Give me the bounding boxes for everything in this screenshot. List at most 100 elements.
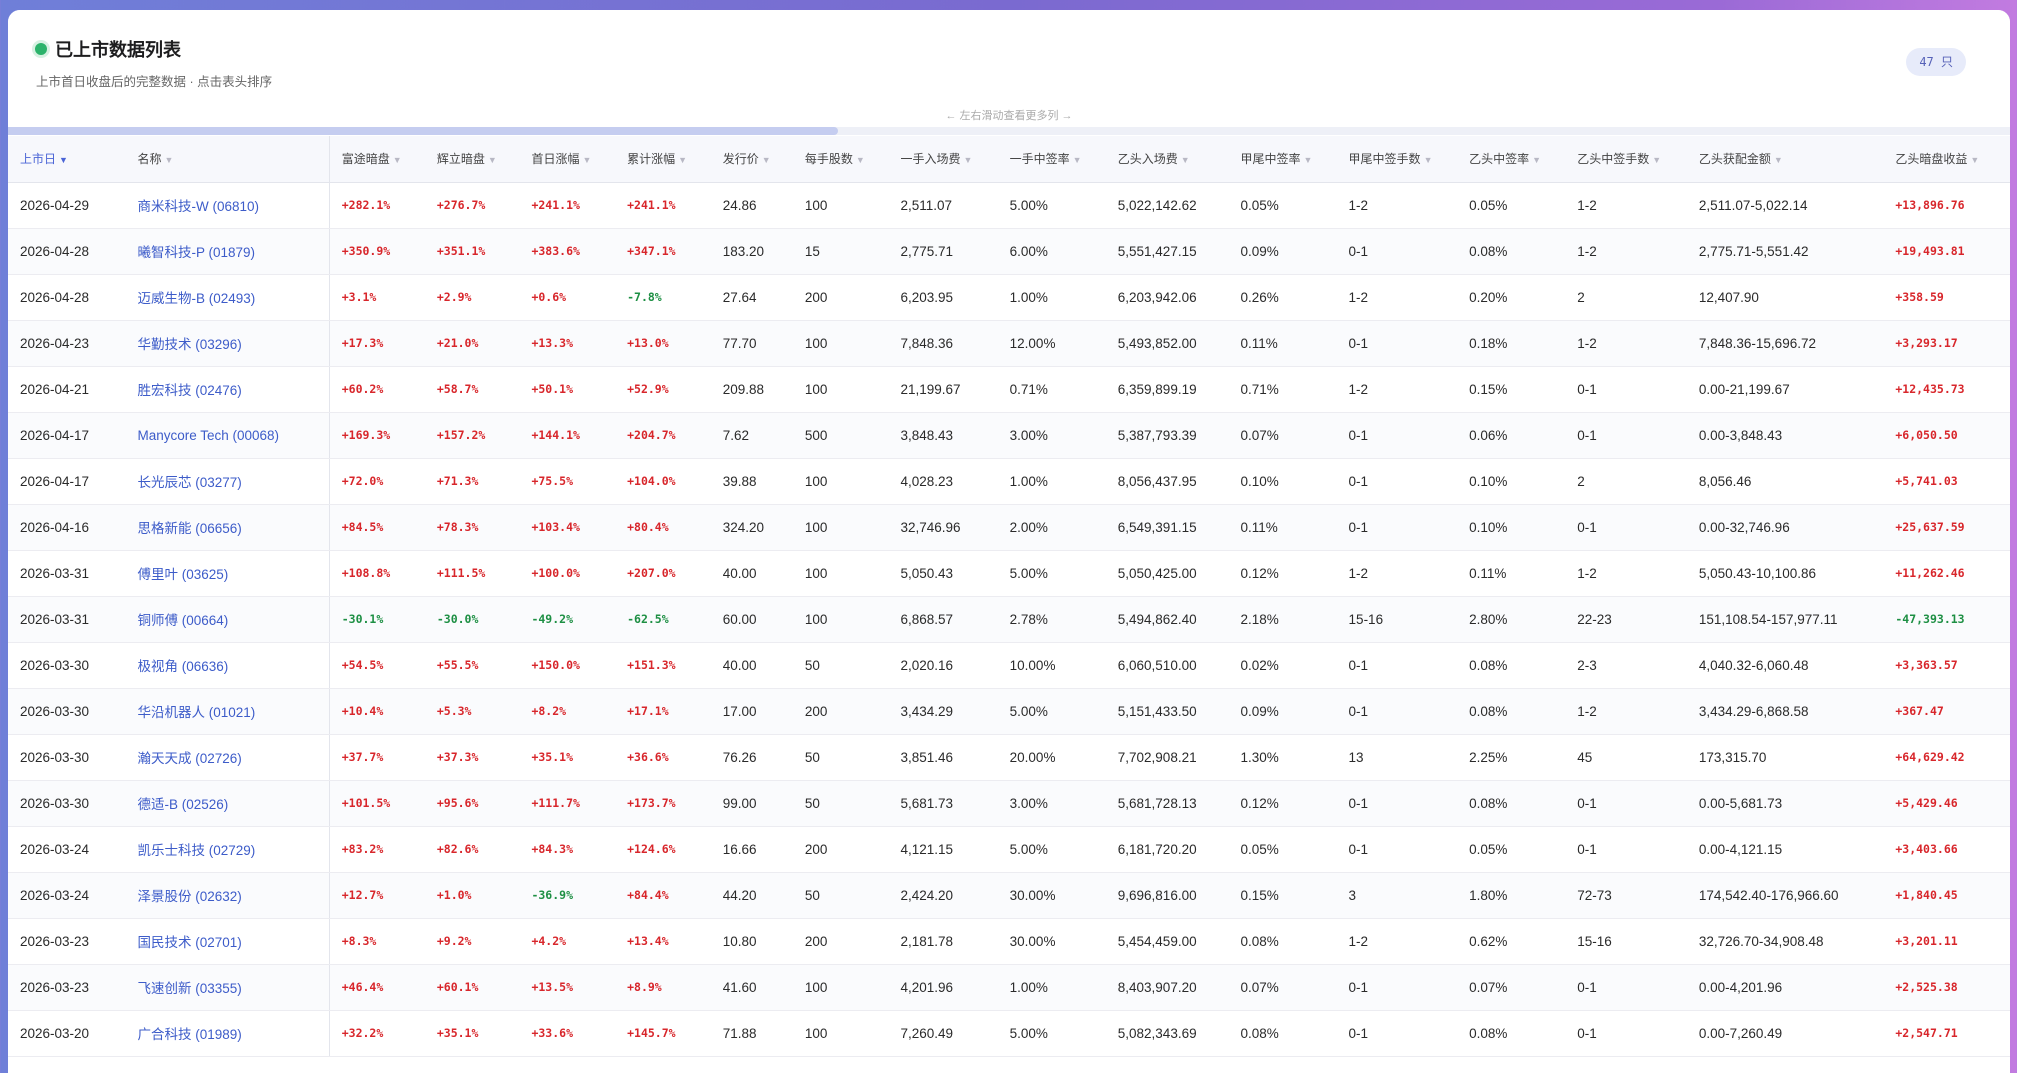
- table-cell: +6,085.0: [2003, 458, 2010, 505]
- column-header-15[interactable]: 乙头获配金额 ▼: [1686, 136, 1884, 183]
- stock-name-link[interactable]: 国民技术 (02701): [125, 918, 330, 965]
- table-row[interactable]: 2026-03-24 泽景股份 (02632) +12.7% +1.0% -36.9% +…: [8, 872, 2010, 919]
- column-header-12[interactable]: 甲尾中签手数 ▼: [1336, 136, 1458, 183]
- table-row[interactable]: 2026-03-24 凯乐士科技 (02729) +83.2% +82.6% +84.3…: [8, 826, 2010, 873]
- table-row[interactable]: 2026-03-20 广合科技 (01989) +32.2% +35.1% +33.6%…: [8, 1010, 2010, 1057]
- table-cell: +241.1%: [615, 182, 711, 229]
- column-header-2[interactable]: 富途暗盘 ▼: [329, 136, 425, 183]
- column-header-11[interactable]: 甲尾中签率 ▼: [1228, 136, 1337, 183]
- stock-name-link[interactable]: 商米科技-W (06810): [125, 182, 330, 229]
- column-header-10[interactable]: 乙头入场费 ▼: [1105, 136, 1229, 183]
- stock-name-link[interactable]: 广合科技 (01989): [125, 1010, 330, 1057]
- table-row[interactable]: 2026-03-23 飞速创新 (03355) +46.4% +60.1% +13.5%…: [8, 964, 2010, 1011]
- table-cell: +2.9%: [424, 274, 520, 321]
- table-cell: 15-16: [1336, 596, 1458, 643]
- column-header-label: 乙头暗盘收益: [1895, 152, 1968, 167]
- table-cell: -36.9%: [519, 872, 616, 919]
- table-cell: 3,851.46: [888, 734, 998, 781]
- stock-name-link[interactable]: 傅里叶 (03625): [125, 550, 330, 597]
- table-cell: 5.00%: [997, 1010, 1106, 1057]
- table-cell: 0.00-4,121.15: [1686, 826, 1884, 873]
- table-cell: 100: [792, 458, 889, 505]
- column-header-1[interactable]: 名称 ▼: [125, 136, 330, 183]
- table-cell: +13.3%: [519, 320, 616, 367]
- stock-name-link[interactable]: 曦智科技-P (01879): [125, 228, 330, 275]
- table-row[interactable]: 2026-04-16 思格新能 (06656) +84.5% +78.3% +103.4…: [8, 504, 2010, 551]
- table-cell: +173.7%: [615, 780, 711, 827]
- column-header-6[interactable]: 发行价 ▼: [710, 136, 793, 183]
- table-cell: +3,472.8: [2003, 826, 2010, 873]
- stock-name-link[interactable]: 思格新能 (06656): [125, 504, 330, 551]
- table-cell: +150.0%: [519, 642, 616, 689]
- table-cell: 2.25%: [1457, 734, 1566, 781]
- stock-name-link[interactable]: 瀚天天成 (02726): [125, 734, 330, 781]
- table-row[interactable]: 2026-03-31 傅里叶 (03625) +108.8% +111.5% +100.…: [8, 550, 2010, 597]
- table-cell: 200: [792, 826, 889, 873]
- table-row[interactable]: 2026-04-17 长光辰芯 (03277) +72.0% +71.3% +75.5%…: [8, 458, 2010, 505]
- stock-name-link[interactable]: 飞速创新 (03355): [125, 964, 330, 1011]
- stock-name-link[interactable]: 德适-B (02526): [125, 780, 330, 827]
- horizontal-scrollbar-track[interactable]: [8, 127, 2010, 135]
- table-cell: 2026-04-29: [8, 182, 126, 229]
- table-cell: 0.07%: [1457, 964, 1566, 1011]
- table-cell: 12,407.90: [1686, 274, 1884, 321]
- stock-name-link[interactable]: 长光辰芯 (03277): [125, 458, 330, 505]
- sort-icon: ▼: [164, 155, 174, 166]
- table-cell: +75.5%: [519, 458, 616, 505]
- table-cell: 71.88: [710, 1010, 793, 1057]
- stock-name-link[interactable]: 凯乐士科技 (02729): [125, 826, 330, 873]
- column-header-5[interactable]: 累计涨幅 ▼: [615, 136, 711, 183]
- table-cell: +124.6%: [615, 826, 711, 873]
- table-row[interactable]: 2026-03-23 国民技术 (02701) +8.3% +9.2% +4.2% +13…: [8, 918, 2010, 965]
- stock-name-link[interactable]: 华勤技术 (03296): [125, 320, 330, 367]
- table-cell: +32.2%: [329, 1010, 425, 1057]
- stock-name-link[interactable]: 极视角 (06636): [125, 642, 330, 689]
- table-row[interactable]: 2026-04-23 华勤技术 (03296) +17.3% +21.0% +13.3%…: [8, 320, 2010, 367]
- table-row[interactable]: 2026-04-29 商米科技-W (06810) +282.1% +276.7% +2…: [8, 182, 2010, 229]
- table-row[interactable]: 2026-04-28 迈威生物-B (02493) +3.1% +2.9% +0.6% -…: [8, 274, 2010, 321]
- table-cell: +351.1%: [424, 228, 520, 275]
- table-row[interactable]: 2026-03-30 德适-B (02526) +101.5% +95.6% +111.…: [8, 780, 2010, 827]
- table-row[interactable]: 2026-04-21 胜宏科技 (02476) +60.2% +58.7% +50.1%…: [8, 366, 2010, 413]
- horizontal-scrollbar-thumb[interactable]: [8, 127, 838, 135]
- stock-name-link[interactable]: 华沿机器人 (01021): [125, 688, 330, 735]
- table-cell: +11,262.46: [1883, 550, 2004, 597]
- table-cell: 5,681,728.13: [1105, 780, 1229, 827]
- column-header-0[interactable]: 上市日 ▼: [8, 136, 126, 183]
- table-cell: 2026-03-24: [8, 826, 126, 873]
- table-cell: 0.00-7,260.49: [1686, 1010, 1884, 1057]
- count-badge: 47 只: [1906, 48, 1966, 76]
- table-row[interactable]: 2026-04-17 Manycore Tech (00068) +169.3% +1…: [8, 412, 2010, 459]
- stock-name-link[interactable]: 铜师傅 (00664): [125, 596, 330, 643]
- table-cell: 0.05%: [1457, 182, 1566, 229]
- stock-name-link[interactable]: 泽景股份 (02632): [125, 872, 330, 919]
- column-header-16[interactable]: 乙头暗盘收益 ▼: [1883, 136, 2004, 183]
- table-cell: +5,429.46: [1883, 780, 2004, 827]
- status-dot-icon: [35, 43, 47, 55]
- table-row[interactable]: 2026-03-30 瀚天天成 (02726) +37.7% +37.3% +35.1%…: [8, 734, 2010, 781]
- table-cell: +0.6%: [519, 274, 616, 321]
- table-cell: +83.2%: [329, 826, 425, 873]
- column-header-8[interactable]: 一手入场费 ▼: [888, 136, 998, 183]
- table-cell: +9,090.7: [2003, 642, 2010, 689]
- column-header-3[interactable]: 辉立暗盘 ▼: [424, 136, 520, 183]
- column-header-14[interactable]: 乙头中签手数 ▼: [1565, 136, 1687, 183]
- table-row[interactable]: 2026-03-30 华沿机器人 (01021) +10.4% +5.3% +8.2% +…: [8, 688, 2010, 735]
- column-header-7[interactable]: 每手股数 ▼: [792, 136, 889, 183]
- stock-name-link[interactable]: Manycore Tech (00068): [125, 412, 330, 459]
- table-row[interactable]: 2026-03-30 极视角 (06636) +54.5% +55.5% +150.0%…: [8, 642, 2010, 689]
- table-row[interactable]: 2026-04-28 曦智科技-P (01879) +350.9% +351.1% +3…: [8, 228, 2010, 275]
- table-cell: 99.00: [710, 780, 793, 827]
- table-cell: 6,359,899.19: [1105, 366, 1229, 413]
- column-header-9[interactable]: 一手中签率 ▼: [997, 136, 1106, 183]
- table-cell: +33,866.3: [2003, 504, 2010, 551]
- stock-name-link[interactable]: 胜宏科技 (02476): [125, 366, 330, 413]
- column-header-label: 甲尾中签率: [1240, 152, 1301, 167]
- column-header-17[interactable]: 乙头首日收益▼: [2003, 136, 2010, 183]
- table-cell: +5,741.03: [1883, 458, 2004, 505]
- table-cell: 0.20%: [1457, 274, 1566, 321]
- column-header-4[interactable]: 首日涨幅 ▼: [519, 136, 616, 183]
- table-row[interactable]: 2026-03-31 铜师傅 (00664) -30.1% -30.0% -49.2% -…: [8, 596, 2010, 643]
- stock-name-link[interactable]: 迈威生物-B (02493): [125, 274, 330, 321]
- column-header-13[interactable]: 乙头中签率 ▼: [1457, 136, 1566, 183]
